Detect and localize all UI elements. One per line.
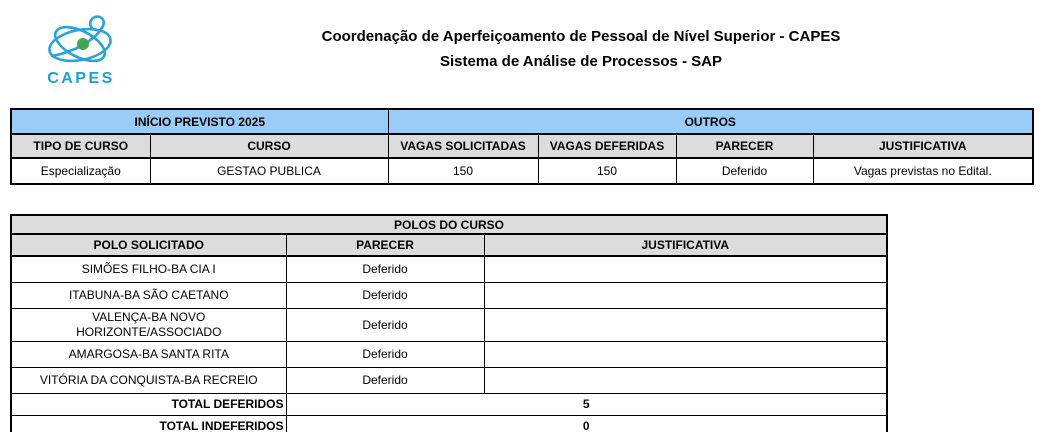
cell-polo-justificativa	[483, 340, 888, 368]
total-indeferidos-row: TOTAL INDEFERIDOS 0	[10, 414, 888, 432]
polos-table-title: POLOS DO CURSO	[10, 214, 888, 235]
cell-vagas-solicitadas: 150	[387, 157, 539, 185]
cell-polo-solicitado: SIMÕES FILHO-BA CIA I	[10, 255, 287, 283]
col-header-vagas-deferidas: VAGAS DEFERIDAS	[537, 133, 677, 159]
cell-polo-parecer: Deferido	[285, 366, 485, 394]
polo-row: VITÓRIA DA CONQUISTA-BA RECREIO Deferido	[10, 366, 888, 394]
polos-title-row: POLOS DO CURSO	[10, 214, 888, 235]
polo-row: VALENÇA-BA NOVO HORIZONTE/ASSOCIADO Defe…	[10, 307, 888, 342]
cell-polo-parecer: Deferido	[285, 255, 485, 283]
capes-orbit-icon: CAPES	[47, 15, 115, 87]
polo-row: ITABUNA-BA SÃO CAETANO Deferido	[10, 281, 888, 309]
cell-polo-solicitado: VITÓRIA DA CONQUISTA-BA RECREIO	[10, 366, 287, 394]
cell-polo-justificativa	[483, 366, 888, 394]
total-indeferidos-label: TOTAL INDEFERIDOS	[10, 414, 287, 432]
col-header-curso: CURSO	[149, 133, 389, 159]
cell-parecer: Deferido	[675, 157, 814, 185]
course-data-row: Especialização GESTAO PUBLICA 150 150 De…	[10, 157, 1034, 185]
cell-polo-parecer: Deferido	[285, 307, 485, 342]
col-header-polo-justificativa: JUSTIFICATIVA	[483, 233, 888, 257]
title-line-1: Coordenação de Aperfeiçoamento de Pessoa…	[321, 28, 841, 45]
col-header-polo-solicitado: POLO SOLICITADO	[10, 233, 287, 257]
cell-polo-parecer: Deferido	[285, 340, 485, 368]
cell-polo-solicitado: ITABUNA-BA SÃO CAETANO	[10, 281, 287, 309]
col-header-tipo-de-curso: TIPO DE CURSO	[10, 133, 151, 159]
course-group-header-row: INÍCIO PREVISTO 2025 OUTROS	[10, 108, 1034, 135]
capes-logo: CAPES	[36, 10, 126, 90]
cell-polo-justificativa	[483, 255, 888, 283]
polo-row: AMARGOSA-BA SANTA RITA Deferido	[10, 340, 888, 368]
col-header-justificativa: JUSTIFICATIVA	[812, 133, 1034, 159]
total-deferidos-label: TOTAL DEFERIDOS	[10, 392, 287, 416]
col-header-vagas-solicitadas: VAGAS SOLICITADAS	[387, 133, 539, 159]
polo-row: SIMÕES FILHO-BA CIA I Deferido	[10, 255, 888, 283]
cell-polo-solicitado: AMARGOSA-BA SANTA RITA	[10, 340, 287, 368]
cell-curso: GESTAO PUBLICA	[149, 157, 389, 185]
polos-column-header-row: POLO SOLICITADO PARECER JUSTIFICATIVA	[10, 233, 888, 257]
group-header-inicio-previsto: INÍCIO PREVISTO 2025	[10, 108, 389, 135]
col-header-polo-parecer: PARECER	[285, 233, 485, 257]
cell-vagas-deferidas: 150	[537, 157, 677, 185]
cell-justificativa: Vagas previstas no Edital.	[812, 157, 1034, 185]
group-header-outros: OUTROS	[387, 108, 1034, 135]
cell-polo-solicitado: VALENÇA-BA NOVO HORIZONTE/ASSOCIADO	[10, 307, 287, 342]
col-header-parecer: PARECER	[675, 133, 814, 159]
title-line-2: Sistema de Análise de Processos - SAP	[439, 53, 723, 70]
course-column-header-row: TIPO DE CURSO CURSO VAGAS SOLICITADAS VA…	[10, 133, 1034, 159]
page-header: CAPES Coordenação de Aperfeiçoamento de …	[0, 0, 1042, 100]
course-table: INÍCIO PREVISTO 2025 OUTROS TIPO DE CURS…	[10, 108, 1035, 185]
polos-table: POLOS DO CURSO POLO SOLICITADO PARECER J…	[10, 214, 889, 432]
document-title: Coordenação de Aperfeiçoamento de Pessoa…	[130, 24, 1032, 74]
cell-tipo-de-curso: Especialização	[10, 157, 151, 185]
total-indeferidos-value: 0	[285, 414, 888, 432]
logo-green-dot	[77, 38, 89, 50]
cell-polo-parecer: Deferido	[285, 281, 485, 309]
logo-capes-text: CAPES	[47, 70, 115, 87]
total-deferidos-row: TOTAL DEFERIDOS 5	[10, 392, 888, 416]
total-deferidos-value: 5	[285, 392, 888, 416]
cell-polo-justificativa	[483, 281, 888, 309]
cell-polo-justificativa	[483, 307, 888, 342]
